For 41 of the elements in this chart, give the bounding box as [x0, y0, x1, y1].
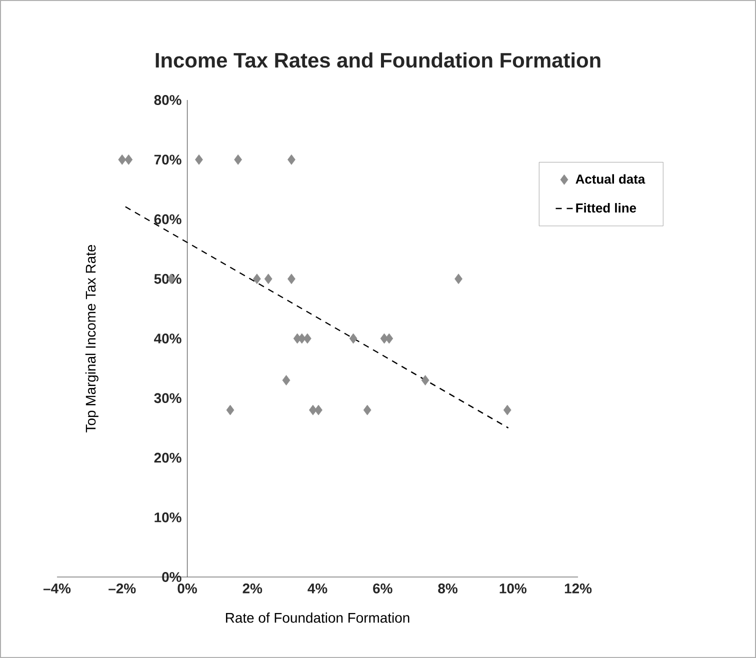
point — [234, 154, 242, 165]
point — [308, 404, 317, 416]
x-tick-label: –2% — [108, 584, 136, 594]
y-tick-label: 70% — [154, 154, 182, 165]
y-tick-label: 0% — [162, 572, 182, 582]
legend-label: Actual data — [576, 174, 646, 184]
x-tick-label: 8% — [438, 584, 458, 594]
point — [252, 274, 261, 284]
point — [314, 404, 322, 416]
point — [303, 333, 312, 344]
y-tick-label: 10% — [154, 512, 182, 522]
point — [195, 154, 203, 165]
y-tick-label: 60% — [154, 214, 182, 224]
y-tick-label: 30% — [154, 393, 182, 404]
legend-label: Fitted line — [576, 203, 636, 213]
x-tick-label: –4% — [43, 584, 71, 594]
chart-title: Income Tax Rates and Foundation Formation — [156, 52, 600, 68]
x-tick-label: 4% — [308, 584, 328, 594]
point — [282, 375, 290, 386]
point — [385, 333, 394, 344]
x-tick-label: 6% — [373, 584, 392, 594]
x-tick-label: 2% — [242, 584, 262, 594]
x-axis-title: Rate of Foundation Formation — [226, 612, 410, 623]
y-tick-label: 80% — [154, 95, 182, 105]
point — [288, 154, 296, 165]
point — [454, 274, 462, 284]
x-tick-label: 0% — [178, 584, 197, 594]
point — [363, 404, 372, 416]
point — [503, 404, 512, 416]
y-tick-label: 20% — [154, 452, 182, 463]
point — [349, 333, 358, 344]
point — [288, 274, 296, 284]
point — [124, 154, 133, 165]
x-tick-label: 10% — [500, 584, 526, 594]
y-axis-title: Top Marginal Income Tax Rate — [85, 244, 98, 432]
point — [264, 274, 272, 284]
y-tick-label: 40% — [154, 334, 182, 344]
point — [118, 154, 126, 165]
point — [421, 375, 430, 386]
x-tick-label: 12% — [564, 584, 592, 594]
point — [226, 404, 234, 416]
